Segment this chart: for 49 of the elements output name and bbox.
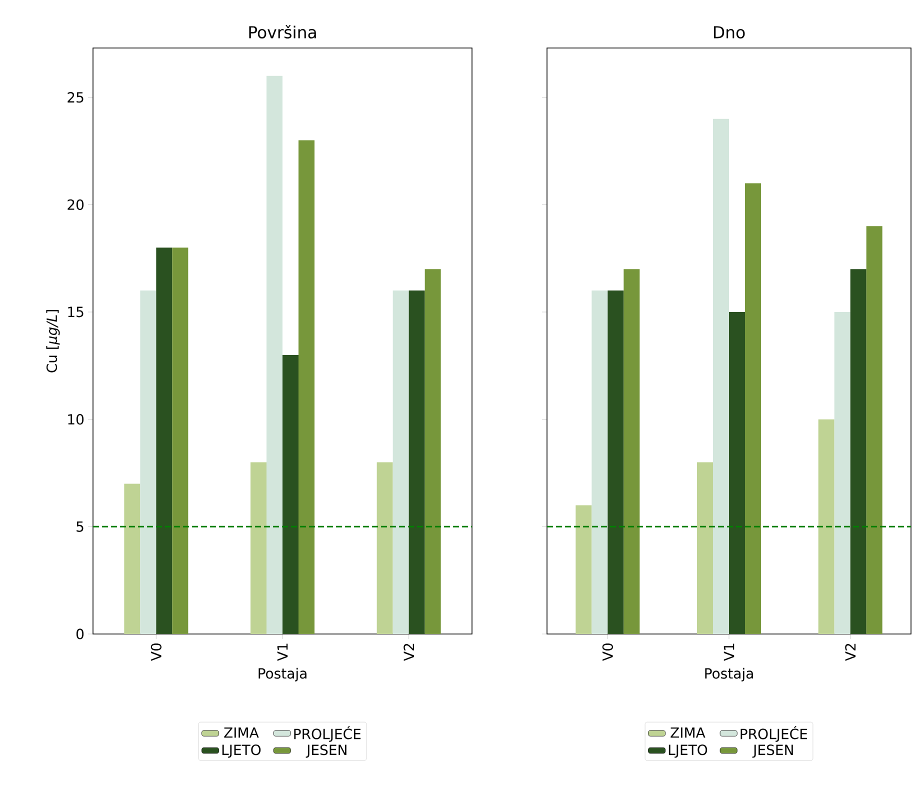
legend-label: PROLJEĆE xyxy=(294,726,361,742)
chart-title: Površina xyxy=(249,25,316,38)
y-tick-label: 0 xyxy=(76,628,84,640)
bar xyxy=(745,183,762,634)
x-tick-label: V0 xyxy=(602,643,613,661)
bar xyxy=(376,462,393,634)
bar xyxy=(729,312,746,634)
bar xyxy=(298,140,315,634)
bar xyxy=(850,269,866,634)
bar xyxy=(697,462,714,634)
x-tick-label: V1 xyxy=(277,644,288,661)
bar xyxy=(608,290,624,634)
bar xyxy=(713,118,730,634)
bar xyxy=(624,269,640,634)
bar xyxy=(124,484,140,634)
bar xyxy=(866,226,882,634)
bar xyxy=(140,290,156,634)
bar xyxy=(266,76,283,634)
x-tick-label: V0 xyxy=(150,643,162,661)
y-axis-title: Cu [μg/L] xyxy=(46,310,60,372)
bar xyxy=(834,312,850,634)
bar xyxy=(576,505,592,634)
bar xyxy=(392,290,409,634)
x-tick-label: V2 xyxy=(845,644,856,661)
legend-label: LJETO xyxy=(668,744,708,758)
legend-label: JESEN xyxy=(306,744,346,758)
x-tick-label: V2 xyxy=(404,644,414,661)
bar xyxy=(818,419,834,634)
bar xyxy=(250,462,267,634)
y-tick-label: 10 xyxy=(68,414,84,425)
chart-title: Dno xyxy=(714,26,745,38)
bar xyxy=(424,269,441,634)
legend-label: LJETO xyxy=(222,744,261,758)
x-axis-title: Postaja xyxy=(705,668,753,682)
bar xyxy=(408,290,425,634)
legend-label: ZIMA xyxy=(224,727,259,738)
y-tick-label: 25 xyxy=(68,92,84,103)
legend-label: PROLJEĆE xyxy=(740,726,808,742)
y-tick-label: 15 xyxy=(68,306,84,318)
y-tick-label: 5 xyxy=(76,521,84,532)
bar xyxy=(156,248,172,634)
y-tick-label: 20 xyxy=(68,199,84,210)
legend-label: JESEN xyxy=(752,744,793,758)
x-tick-label: V1 xyxy=(724,644,734,661)
x-axis-title: Postaja xyxy=(258,668,306,682)
bar xyxy=(592,290,608,634)
bar xyxy=(282,354,299,634)
legend-label: ZIMA xyxy=(670,727,706,738)
bar xyxy=(172,248,188,634)
